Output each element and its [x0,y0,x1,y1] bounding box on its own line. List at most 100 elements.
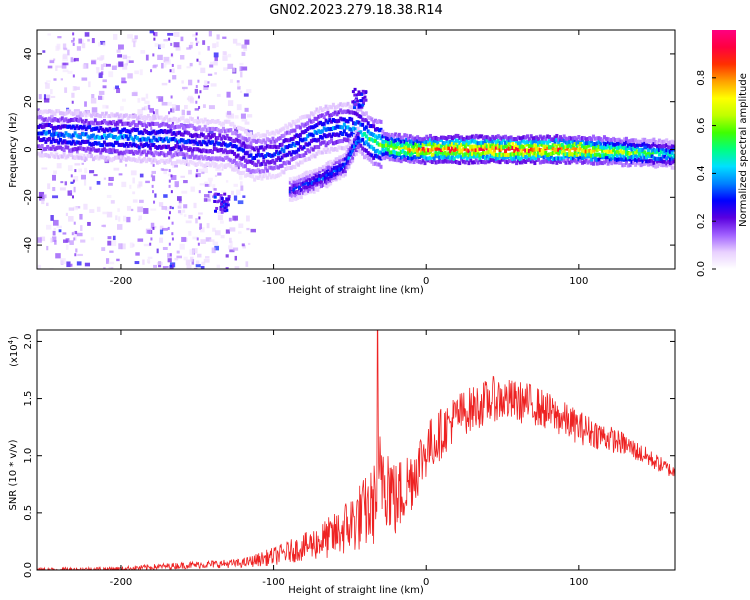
spectrogram-cell [650,162,654,167]
spectrogram-cell [617,157,621,162]
spectrogram-cell [68,140,72,145]
spectrogram-cell [354,130,358,135]
spectrogram-cell [542,159,546,164]
spectrogram-cell [533,147,537,152]
spectrogram-cell [359,149,363,154]
spectrogram-cell [66,154,70,159]
spectrogram-cell [61,142,67,146]
spectrogram-cell [340,155,344,160]
spectrogram-cell [300,122,304,127]
spectrogram-cell [178,127,182,132]
spectrogram-cell [443,158,447,163]
spectrogram-cell [86,154,90,159]
spectrogram-cell [71,137,74,141]
spectrogram-cell [163,144,167,149]
spectrogram-cell [324,143,328,148]
snr-series-line [37,330,675,570]
spectrogram-cell [89,170,95,174]
spectrogram-cell [505,139,509,144]
spectrogram-cell [361,151,365,156]
spectrogram-cell [88,154,92,159]
spectrogram-cell [417,159,421,164]
spectrogram-cell [334,157,338,162]
spectrogram-cell [267,144,271,149]
spectrogram-cell [240,143,244,148]
spectrogram-cell [434,143,438,148]
spectrogram-cell [379,156,383,161]
spectrogram-cell [239,66,243,72]
spectrogram-cell [291,128,295,133]
spectrogram-cell [316,170,320,175]
spectrogram-cell [162,266,169,269]
spectrogram-cell [328,104,332,109]
snr-y-tick-label: 0.5 [23,505,34,521]
spectrogram-cell [533,161,537,166]
spectrogram-cell [623,155,627,160]
spectrogram-cell [309,146,313,151]
spectrogram-cell [216,34,220,40]
spectrogram-cell [363,95,367,99]
spectrogram-cell [46,224,52,230]
spectrogram-cell [500,144,504,149]
spectrogram-cell [126,156,130,161]
spectrogram-cell [117,135,121,140]
spectrogram-cell [152,153,156,158]
spectrogram-cell [526,150,530,155]
spectrogram-cell [276,130,280,135]
spectrogram-cell [159,225,164,231]
spectrogram-cell [595,141,599,146]
spectrogram-cell [298,145,302,150]
spectrogram-cell [436,159,440,164]
spectrogram-cell [436,143,440,148]
spectrogram-cell [183,130,187,135]
spectrogram-cell [584,152,588,157]
spectrogram-cell [665,143,669,148]
spectrogram-cell [292,183,296,188]
spectrogram-cell [357,120,361,125]
spectrogram-cell [641,162,645,167]
spectrogram-cell [214,230,221,236]
spectrogram-cell [350,110,354,115]
spectrogram-cell [245,261,249,267]
spectrogram-cell [86,125,90,130]
spectrogram-cell [650,153,654,158]
spectrogram-cell [637,139,641,144]
spectrogram-cell [88,112,92,117]
spectrogram-cell [271,158,275,163]
spectrogram-cell [540,152,544,157]
spectrogram-cell [590,149,594,154]
spectrogram-cell [80,156,84,161]
spectrogram-cell [639,157,643,162]
spectrogram-cell [291,164,295,169]
spectrogram-cell [659,149,663,154]
spectrogram-cell [310,175,314,180]
spectrogram-cell [150,127,153,131]
spectrogram-cell [337,124,341,129]
spectrogram-cell [624,140,628,145]
spectrogram-cell [436,137,440,142]
spectrogram-cell [667,145,671,150]
spectrogram-cell [405,157,409,162]
spectrogram-cell [271,136,275,141]
spectrogram-cell [383,132,387,137]
spectrogram-cell [635,142,639,147]
spectrogram-cell [312,189,316,194]
spectrogram-cell [416,152,420,157]
spectrogram-cell [315,107,319,112]
spectrogram-cell [419,140,423,145]
spectrogram-cell [590,137,594,142]
spectrogram-cell [180,141,185,147]
spectrogram-cell [130,149,134,154]
spectrogram-cell [220,235,225,239]
snr-x-ticks: -200 -100 0 100 [110,330,588,588]
spectrogram-cell [104,157,108,162]
spectrogram-y-tick-label: 40 [23,48,34,61]
spectrogram-cell [80,139,84,144]
spectrogram-cell [228,113,235,119]
spectrogram-cell [134,134,138,139]
spectrogram-cell [656,164,660,169]
spectrogram-cell [227,119,231,124]
spectrogram-cell [456,149,460,154]
spectrogram-cell [205,237,212,242]
spectrogram-cell [299,182,303,187]
